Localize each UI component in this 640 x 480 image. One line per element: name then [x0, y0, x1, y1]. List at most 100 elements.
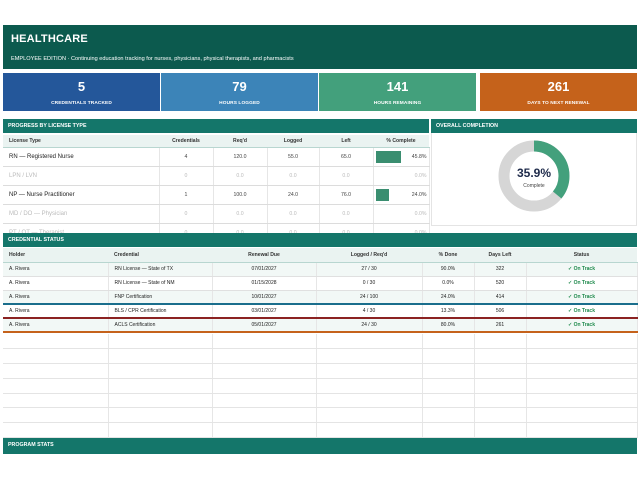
empty-cell[interactable] [526, 334, 638, 350]
progress-cell[interactable]: 0.0 [267, 166, 320, 186]
status-badge[interactable]: ✓ On Track [526, 262, 638, 277]
credential-cell[interactable]: 0.0% [422, 276, 475, 291]
credential-cell[interactable]: 10/01/2027 [212, 290, 317, 305]
status-badge[interactable]: ✓ On Track [526, 276, 638, 291]
column-header[interactable]: Credentials [159, 135, 213, 148]
percent-complete-cell[interactable]: 45.8% [373, 147, 430, 167]
empty-cell[interactable] [3, 407, 109, 424]
empty-cell[interactable] [422, 393, 475, 409]
credential-cell[interactable]: 13.3% [422, 304, 475, 319]
empty-cell[interactable] [526, 407, 638, 424]
progress-cell[interactable]: 65.0 [319, 147, 374, 167]
empty-cell[interactable] [526, 363, 638, 379]
empty-cell[interactable] [316, 334, 423, 350]
percent-complete-cell[interactable]: 24.0% [373, 185, 430, 205]
empty-cell[interactable] [474, 334, 527, 350]
empty-cell[interactable] [526, 378, 638, 394]
empty-cell[interactable] [108, 363, 213, 379]
column-header[interactable]: Logged [267, 135, 319, 148]
column-header[interactable]: Holder [3, 248, 108, 263]
credential-cell[interactable]: A. Rivera [3, 276, 109, 291]
credential-cell[interactable]: 24.0% [422, 290, 475, 305]
license-type-cell[interactable]: MD / DO — Physician [3, 204, 160, 224]
empty-cell[interactable] [474, 378, 527, 394]
column-header[interactable]: Credential [108, 248, 212, 263]
column-header[interactable]: Logged / Req'd [316, 248, 422, 263]
empty-cell[interactable] [526, 393, 638, 409]
progress-cell[interactable]: 120.0 [213, 147, 268, 167]
empty-cell[interactable] [108, 378, 213, 394]
credential-cell[interactable]: 07/01/2027 [212, 262, 317, 277]
column-header[interactable]: Status [526, 248, 637, 263]
empty-cell[interactable] [316, 422, 423, 439]
column-header[interactable]: Req'd [213, 135, 267, 148]
empty-cell[interactable] [316, 363, 423, 379]
credential-cell[interactable]: FNP Certification [108, 290, 213, 305]
empty-cell[interactable] [422, 334, 475, 350]
credential-cell[interactable]: 03/01/2027 [212, 304, 317, 319]
empty-cell[interactable] [212, 407, 317, 424]
empty-cell[interactable] [474, 393, 527, 409]
progress-cell[interactable]: 0.0 [213, 166, 268, 186]
credential-cell[interactable]: 01/15/2028 [212, 276, 317, 291]
column-header[interactable]: Renewal Due [212, 248, 316, 263]
empty-cell[interactable] [3, 422, 109, 439]
empty-cell[interactable] [316, 393, 423, 409]
empty-cell[interactable] [108, 334, 213, 350]
progress-cell[interactable]: 76.0 [319, 185, 374, 205]
empty-cell[interactable] [3, 334, 109, 350]
status-badge[interactable]: ✓ On Track [526, 304, 638, 319]
empty-cell[interactable] [474, 363, 527, 379]
progress-cell[interactable]: 0.0 [213, 204, 268, 224]
percent-complete-cell[interactable]: 0.0% [373, 204, 430, 224]
percent-complete-cell[interactable]: 0.0% [373, 166, 430, 186]
empty-cell[interactable] [108, 407, 213, 424]
empty-cell[interactable] [108, 393, 213, 409]
column-header[interactable]: % Done [422, 248, 474, 263]
empty-cell[interactable] [422, 378, 475, 394]
column-header[interactable]: % Complete [373, 135, 429, 148]
column-header[interactable]: License Type [3, 135, 159, 148]
empty-cell[interactable] [212, 393, 317, 409]
credential-cell[interactable]: 4 / 30 [316, 304, 423, 319]
credential-cell[interactable]: A. Rivera [3, 262, 109, 277]
empty-cell[interactable] [474, 422, 527, 439]
empty-cell[interactable] [212, 422, 317, 439]
status-badge[interactable]: ✓ On Track [526, 318, 638, 333]
license-type-cell[interactable]: RN — Registered Nurse [3, 147, 160, 167]
empty-cell[interactable] [212, 334, 317, 350]
credential-cell[interactable]: 506 [474, 304, 527, 319]
credential-cell[interactable]: BLS / CPR Certification [108, 304, 213, 319]
credential-cell[interactable]: 414 [474, 290, 527, 305]
credential-cell[interactable]: A. Rivera [3, 304, 109, 319]
progress-cell[interactable]: 0.0 [267, 204, 320, 224]
credential-cell[interactable]: 80.0% [422, 318, 475, 333]
progress-cell[interactable]: 0.0 [319, 166, 374, 186]
empty-cell[interactable] [474, 407, 527, 424]
empty-cell[interactable] [108, 422, 213, 439]
credential-cell[interactable]: 520 [474, 276, 527, 291]
empty-cell[interactable] [526, 422, 638, 439]
credential-cell[interactable]: 05/01/2027 [212, 318, 317, 333]
credential-cell[interactable]: ACLS Certification [108, 318, 213, 333]
column-header[interactable]: Days Left [474, 248, 526, 263]
progress-cell[interactable]: 55.0 [267, 147, 320, 167]
empty-cell[interactable] [3, 348, 109, 365]
empty-cell[interactable] [422, 363, 475, 379]
credential-cell[interactable]: 27 / 30 [316, 262, 423, 277]
empty-cell[interactable] [3, 378, 109, 394]
credential-cell[interactable]: 90.0% [422, 262, 475, 277]
progress-cell[interactable]: 4 [159, 147, 214, 167]
empty-cell[interactable] [316, 378, 423, 394]
empty-cell[interactable] [474, 348, 527, 365]
empty-cell[interactable] [3, 393, 109, 409]
status-badge[interactable]: ✓ On Track [526, 290, 638, 305]
empty-cell[interactable] [316, 407, 423, 424]
credential-cell[interactable]: 24 / 30 [316, 318, 423, 333]
progress-cell[interactable]: 0 [159, 204, 214, 224]
progress-cell[interactable]: 24.0 [267, 185, 320, 205]
empty-cell[interactable] [422, 348, 475, 365]
credential-cell[interactable]: 261 [474, 318, 527, 333]
credential-cell[interactable]: A. Rivera [3, 318, 109, 333]
credential-cell[interactable]: 322 [474, 262, 527, 277]
